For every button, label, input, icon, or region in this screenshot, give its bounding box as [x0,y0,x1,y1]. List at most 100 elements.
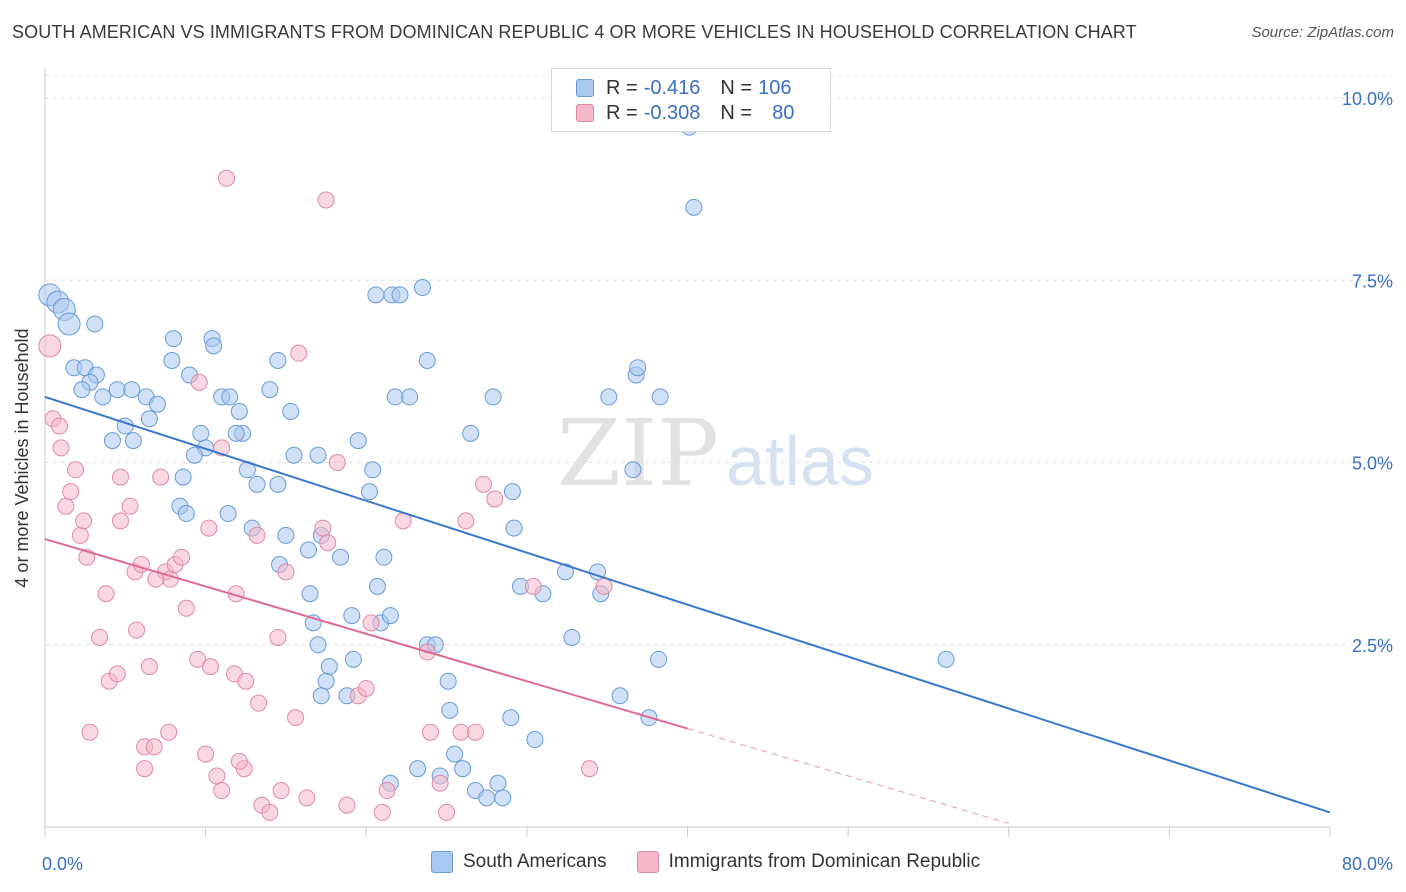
point-dominican [438,803,456,821]
legend-row-south-americans: R = -0.416 N = 106 [576,76,791,100]
point-dominican [121,497,139,515]
series-legend: South Americans Immigrants from Dominica… [431,851,1010,873]
point-south-american [418,351,436,369]
point-south-american [409,760,427,778]
legend-n-label: N = [720,76,753,99]
point-dominican [357,679,375,697]
point-dominican [431,774,449,792]
point-south-american [269,475,287,493]
point-south-american [391,286,409,304]
series-swatch-pink [636,851,659,873]
point-dominican [466,723,484,741]
point-dominican [218,169,236,187]
point-south-american [277,526,295,544]
point-dominican [62,483,80,501]
point-south-american [320,658,338,676]
point-south-american [526,731,544,749]
point-south-american [312,687,330,705]
point-south-american [343,607,361,625]
y-tick-label: 10.0% [1342,89,1393,109]
point-dominican [298,789,316,807]
point-south-american [205,337,223,355]
point-dominican [250,694,268,712]
point-dominican [269,628,287,646]
point-dominican [378,782,396,800]
point-south-american [386,388,404,406]
point-dominican [136,760,154,778]
x-tick-label: 80.0% [1342,854,1393,874]
trend-lines [44,395,1331,824]
data-points [38,118,955,821]
point-south-american [937,650,955,668]
point-dominican [248,526,266,544]
point-south-american [123,381,141,399]
point-south-american [174,468,192,486]
point-dominican [362,614,380,632]
point-dominican [524,577,542,595]
point-south-american [140,410,158,428]
point-south-american [454,760,472,778]
point-dominican [177,599,195,617]
point-dominican [189,650,207,668]
point-dominican [338,796,356,814]
legend-r-label: R = [606,76,638,99]
point-dominican [201,658,219,676]
point-south-american [301,585,319,603]
legend-n-value: 80 [772,101,795,124]
point-south-american [563,628,581,646]
series-legend-item-south-americans: South Americans [431,851,607,873]
y-axis-label: 4 or more Vehicles in Household [12,328,32,588]
point-south-american [73,381,91,399]
series-label: Immigrants from Dominican Republic [668,851,981,872]
point-dominican [272,782,290,800]
point-south-american [651,388,669,406]
point-south-american [478,789,496,807]
point-south-american [413,279,431,297]
chart-title: SOUTH AMERICAN VS IMMIGRANTS FROM DOMINI… [12,22,1137,42]
point-south-american [624,461,642,479]
point-dominican [457,512,475,530]
watermark: ZIP atlas [557,400,874,507]
point-south-american [309,446,327,464]
point-dominican [452,723,470,741]
point-south-american [364,461,382,479]
point-dominican [314,519,332,537]
point-south-american [165,330,182,348]
point-dominican [190,373,208,391]
point-dominican [108,665,126,683]
point-south-american [629,359,647,377]
point-south-american [494,789,512,807]
point-south-american [502,709,520,727]
point-south-american [177,505,195,523]
point-dominican [38,334,62,358]
legend-swatch-pink [576,104,594,122]
source-label: Source: ZipAtlas.com [1251,24,1394,41]
series-label: South Americans [463,851,607,872]
series-legend-item-dominican: Immigrants from Dominican Republic [636,851,981,873]
point-dominican [173,548,191,566]
point-dominican [230,752,248,770]
point-dominican [57,497,75,515]
point-dominican [145,738,163,756]
legend-n-label: N = [720,101,753,124]
point-dominican [486,490,504,508]
point-dominican [290,344,308,362]
point-dominican [373,803,391,821]
point-dominican [213,782,231,800]
legend-swatch-blue [576,79,594,97]
point-south-american [503,483,521,501]
point-south-american [401,388,419,406]
point-dominican [277,563,295,581]
point-south-american [227,424,245,442]
correlation-legend: R = -0.416 N = 106 R = -0.308 N = 80 [551,68,831,132]
trend-line-south-americans [44,395,1331,814]
point-dominican [67,461,85,479]
point-south-american [349,432,367,450]
point-dominican [581,760,599,778]
point-south-american [230,402,248,420]
point-dominican [237,672,255,690]
point-south-american [86,315,104,333]
point-dominican [475,475,493,493]
trend-line-dominican [44,538,688,730]
